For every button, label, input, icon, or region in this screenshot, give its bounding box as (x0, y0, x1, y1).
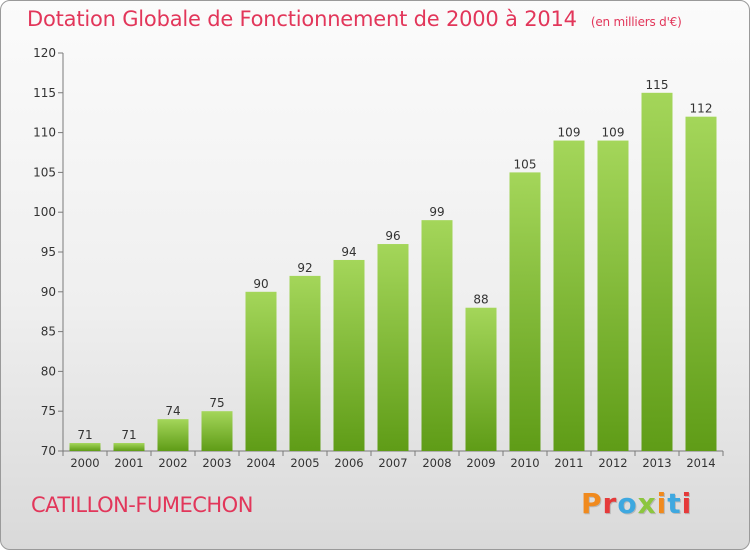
x-tick-label-2005: 2005 (290, 456, 319, 470)
value-label-2001: 71 (121, 428, 136, 442)
x-tick-label-2000: 2000 (70, 456, 99, 470)
data-labels: 71 2000 71 2001 74 2002 75 2003 90 2004 92 2005 94 20… (70, 78, 715, 470)
y-tick-label: 100 (33, 205, 56, 219)
bar-2006 (333, 259, 365, 451)
bar-2008 (421, 220, 453, 451)
bars (69, 92, 717, 452)
x-tick-label-2013: 2013 (642, 456, 671, 470)
bar-2007 (377, 244, 409, 451)
chart-unit: (en milliers d'€) (590, 15, 682, 29)
value-label-2006: 94 (341, 245, 356, 259)
x-tick-label-2009: 2009 (466, 456, 495, 470)
bar-2001 (113, 443, 145, 451)
bar-2002 (157, 419, 189, 451)
y-tick-label: 105 (33, 165, 56, 179)
y-tick-label: 95 (41, 245, 56, 259)
value-label-2008: 99 (429, 205, 444, 219)
bar-2005 (289, 275, 321, 451)
x-tick-label-2014: 2014 (686, 456, 715, 470)
value-label-2011: 109 (558, 126, 581, 140)
bar-2014 (685, 116, 717, 452)
x-tick-label-2002: 2002 (158, 456, 187, 470)
y-tick-label: 110 (33, 126, 56, 140)
x-tick-label-2007: 2007 (378, 456, 407, 470)
y-tick-label: 90 (41, 285, 56, 299)
commune-name: CATILLON-FUMECHON (31, 493, 253, 517)
x-tick-label-2010: 2010 (510, 456, 539, 470)
value-label-2010: 105 (514, 157, 537, 171)
value-label-2009: 88 (473, 293, 488, 307)
value-label-2014: 112 (690, 102, 713, 116)
brand-letter: o (617, 487, 638, 520)
x-tick-label-2001: 2001 (114, 456, 143, 470)
chart-title: Dotation Globale de Fonctionnement de 20… (27, 7, 682, 31)
bar-2000 (69, 443, 101, 451)
y-tick-label: 85 (41, 325, 56, 339)
y-tick-label: 70 (41, 444, 56, 458)
bar-2013 (641, 92, 673, 452)
value-label-2005: 92 (297, 261, 312, 275)
value-label-2013: 115 (646, 78, 669, 92)
x-tick-label-2004: 2004 (246, 456, 275, 470)
value-label-2012: 109 (602, 126, 625, 140)
y-tick-label: 115 (33, 86, 56, 100)
brand-letter: t (667, 487, 682, 520)
bar-2011 (553, 140, 585, 451)
chart-title-text: Dotation Globale de Fonctionnement de 20… (27, 7, 577, 31)
bar-2010 (509, 172, 541, 451)
axes: 70 75 80 85 90 95 100 105 110 115 120 (33, 46, 724, 458)
x-tick-label-2011: 2011 (554, 456, 583, 470)
y-tick-label: 120 (33, 46, 56, 60)
bar-2012 (597, 140, 629, 451)
brand-letter: P (581, 487, 603, 520)
value-label-2000: 71 (77, 428, 92, 442)
bar-2004 (245, 291, 277, 451)
x-tick-label-2008: 2008 (422, 456, 451, 470)
value-label-2007: 96 (385, 229, 400, 243)
brand-letter: i (681, 487, 693, 520)
y-tick-label: 80 (41, 364, 56, 378)
brand-letter: x (637, 487, 657, 520)
bar-2003 (201, 411, 233, 451)
value-label-2003: 75 (209, 396, 224, 410)
bar-2009 (465, 307, 497, 451)
x-tick-label-2012: 2012 (598, 456, 627, 470)
brand-letter: r (602, 487, 618, 520)
y-tick-label: 75 (41, 404, 56, 418)
brand-letter: i (656, 487, 668, 520)
value-label-2002: 74 (165, 404, 180, 418)
x-tick-label-2006: 2006 (334, 456, 363, 470)
value-label-2004: 90 (253, 277, 268, 291)
x-tick-label-2003: 2003 (202, 456, 231, 470)
